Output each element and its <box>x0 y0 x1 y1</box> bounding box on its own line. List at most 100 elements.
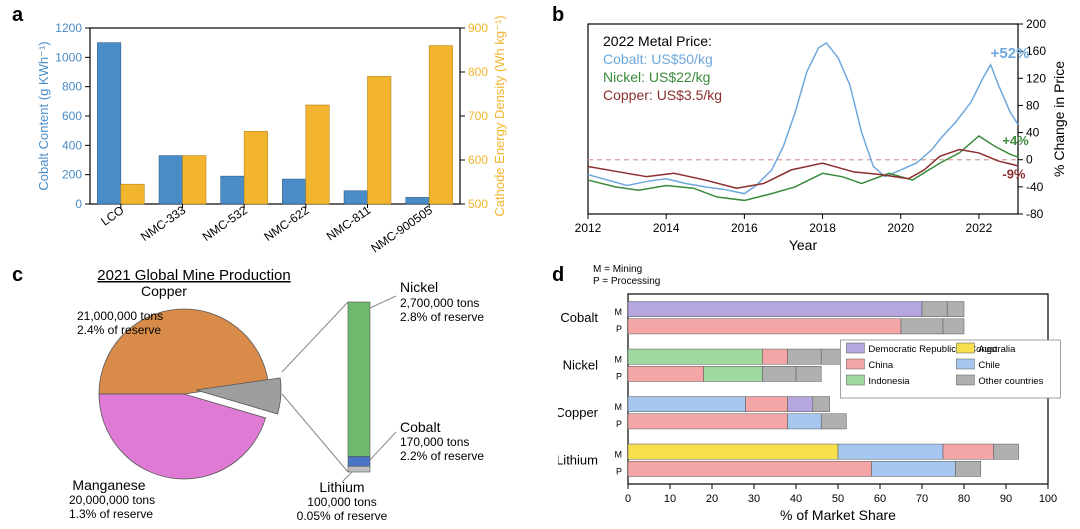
svg-text:NMC-622: NMC-622 <box>261 203 311 244</box>
svg-text:2022 Metal Price:: 2022 Metal Price: <box>603 33 712 49</box>
bar-cobalt <box>282 179 305 204</box>
svg-text:P: P <box>616 324 622 334</box>
svg-text:2012: 2012 <box>575 221 602 235</box>
svg-text:Chile: Chile <box>978 360 1000 371</box>
price-line <box>588 136 1018 200</box>
share-segment <box>628 319 901 334</box>
svg-text:2.2% of reserve: 2.2% of reserve <box>400 449 484 463</box>
svg-text:Year: Year <box>789 237 818 253</box>
svg-text:0: 0 <box>1026 153 1033 167</box>
share-segment <box>788 414 822 429</box>
share-segment <box>628 397 746 412</box>
svg-text:2.4% of reserve: 2.4% of reserve <box>77 323 161 337</box>
bar-cobalt <box>221 176 244 204</box>
share-segment <box>947 302 964 317</box>
svg-text:Copper: Copper <box>558 405 599 420</box>
svg-text:1.3% of reserve: 1.3% of reserve <box>69 507 153 521</box>
chart-b: 201220142016201820202022-80-400408012016… <box>558 4 1078 264</box>
svg-text:2,700,000 tons: 2,700,000 tons <box>400 296 479 310</box>
svg-text:P: P <box>616 371 622 381</box>
svg-text:-80: -80 <box>1026 207 1044 221</box>
svg-text:% of Market Share: % of Market Share <box>780 507 896 523</box>
share-segment <box>628 302 922 317</box>
svg-text:Indonesia: Indonesia <box>868 376 910 387</box>
share-segment <box>943 444 993 459</box>
svg-text:LCO: LCO <box>98 203 126 229</box>
share-segment <box>628 414 788 429</box>
svg-text:60: 60 <box>874 493 886 505</box>
svg-text:90: 90 <box>1000 493 1012 505</box>
svg-text:70: 70 <box>916 493 928 505</box>
share-segment <box>943 319 964 334</box>
svg-text:0: 0 <box>75 197 82 211</box>
chart-c: 2021 Global Mine ProductionCopper 21,000,… <box>14 264 544 529</box>
svg-text:M: M <box>615 402 623 412</box>
share-segment <box>796 366 821 381</box>
svg-text:M: M <box>615 449 623 459</box>
svg-text:170,000 tons: 170,000 tons <box>400 435 469 449</box>
svg-text:2021 Global Mine Production: 2021 Global Mine Production <box>97 267 290 284</box>
share-segment <box>762 366 796 381</box>
svg-text:2.8% of reserve: 2.8% of reserve <box>400 310 484 324</box>
bar-energy <box>244 131 267 204</box>
share-segment <box>746 397 788 412</box>
svg-text:2022: 2022 <box>966 221 993 235</box>
svg-text:1000: 1000 <box>55 50 82 64</box>
svg-text:% Change in Price: % Change in Price <box>1051 61 1067 177</box>
svg-text:Copper: Copper <box>141 283 187 299</box>
svg-text:M: M <box>615 354 623 364</box>
svg-text:80: 80 <box>1026 98 1040 112</box>
share-segment <box>788 397 813 412</box>
svg-text:P = Processing: P = Processing <box>593 276 660 287</box>
share-segment <box>788 349 822 364</box>
share-segment <box>704 366 763 381</box>
chart-d: M = MiningP = Processing0102030405060708… <box>558 264 1078 529</box>
svg-text:40: 40 <box>790 493 802 505</box>
svg-text:700: 700 <box>468 109 488 123</box>
svg-text:NMC-811: NMC-811 <box>324 203 374 244</box>
svg-text:Cobalt: US$50/kg: Cobalt: US$50/kg <box>603 51 713 67</box>
svg-text:Nickel: Nickel <box>563 357 599 372</box>
pie-slice <box>99 394 266 479</box>
svg-text:10: 10 <box>664 493 676 505</box>
share-segment <box>901 319 943 334</box>
bar-energy <box>429 46 452 204</box>
svg-text:Copper: US$3.5/kg: Copper: US$3.5/kg <box>603 87 722 103</box>
share-segment <box>762 349 787 364</box>
svg-text:Cobalt: Cobalt <box>400 419 441 435</box>
svg-text:Cobalt Content (g KWh⁻¹): Cobalt Content (g KWh⁻¹) <box>36 41 51 190</box>
svg-text:Cobalt: Cobalt <box>560 310 598 325</box>
share-segment <box>838 444 943 459</box>
svg-text:100: 100 <box>1039 493 1057 505</box>
svg-text:600: 600 <box>468 153 488 167</box>
svg-text:200: 200 <box>62 168 82 182</box>
svg-text:-40: -40 <box>1026 180 1044 194</box>
svg-text:+4%: +4% <box>1002 133 1029 148</box>
svg-text:800: 800 <box>468 65 488 79</box>
svg-text:30: 30 <box>748 493 760 505</box>
svg-text:China: China <box>868 360 894 371</box>
svg-text:100,000 tons: 100,000 tons <box>307 495 376 509</box>
svg-text:400: 400 <box>62 138 82 152</box>
svg-text:80: 80 <box>958 493 970 505</box>
svg-text:NMC-333: NMC-333 <box>138 203 188 244</box>
svg-text:Manganese: Manganese <box>72 477 145 493</box>
bar-energy <box>183 156 206 204</box>
svg-text:50: 50 <box>832 493 844 505</box>
svg-text:120: 120 <box>1026 71 1046 85</box>
svg-text:P: P <box>616 466 622 476</box>
svg-text:800: 800 <box>62 80 82 94</box>
svg-text:Nickel: US$22/kg: Nickel: US$22/kg <box>603 69 710 85</box>
svg-text:M = Mining: M = Mining <box>593 264 642 275</box>
share-segment <box>922 302 947 317</box>
svg-text:21,000,000 tons: 21,000,000 tons <box>77 309 163 323</box>
svg-text:20,000,000 tons: 20,000,000 tons <box>69 493 155 507</box>
svg-text:Australia: Australia <box>978 344 1016 355</box>
bar-energy <box>121 184 144 204</box>
chart-a: 020040060080010001200500600700800900Coba… <box>20 4 540 264</box>
share-segment <box>821 414 846 429</box>
svg-text:P: P <box>616 419 622 429</box>
svg-text:200: 200 <box>1026 17 1046 31</box>
share-segment <box>872 461 956 476</box>
svg-text:2020: 2020 <box>887 221 914 235</box>
